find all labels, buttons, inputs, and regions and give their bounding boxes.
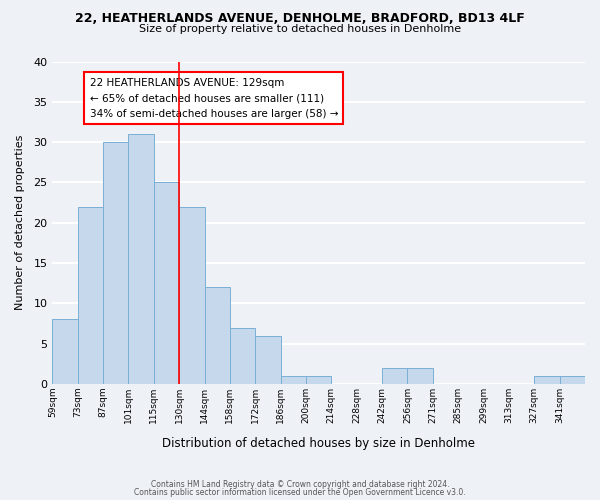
- Bar: [179, 206, 205, 384]
- Bar: [281, 376, 306, 384]
- Bar: [205, 287, 230, 384]
- Text: 22, HEATHERLANDS AVENUE, DENHOLME, BRADFORD, BD13 4LF: 22, HEATHERLANDS AVENUE, DENHOLME, BRADF…: [75, 12, 525, 24]
- Bar: [560, 376, 585, 384]
- Bar: [382, 368, 407, 384]
- Bar: [407, 368, 433, 384]
- Bar: [306, 376, 331, 384]
- Bar: [230, 328, 255, 384]
- Text: Contains HM Land Registry data © Crown copyright and database right 2024.: Contains HM Land Registry data © Crown c…: [151, 480, 449, 489]
- Bar: [154, 182, 179, 384]
- Bar: [255, 336, 281, 384]
- Y-axis label: Number of detached properties: Number of detached properties: [15, 135, 25, 310]
- Bar: [128, 134, 154, 384]
- Bar: [534, 376, 560, 384]
- X-axis label: Distribution of detached houses by size in Denholme: Distribution of detached houses by size …: [162, 437, 475, 450]
- Bar: [52, 320, 77, 384]
- Text: Contains public sector information licensed under the Open Government Licence v3: Contains public sector information licen…: [134, 488, 466, 497]
- Text: 22 HEATHERLANDS AVENUE: 129sqm
← 65% of detached houses are smaller (111)
34% of: 22 HEATHERLANDS AVENUE: 129sqm ← 65% of …: [89, 78, 338, 119]
- Bar: [103, 142, 128, 384]
- Text: Size of property relative to detached houses in Denholme: Size of property relative to detached ho…: [139, 24, 461, 34]
- Bar: [77, 206, 103, 384]
